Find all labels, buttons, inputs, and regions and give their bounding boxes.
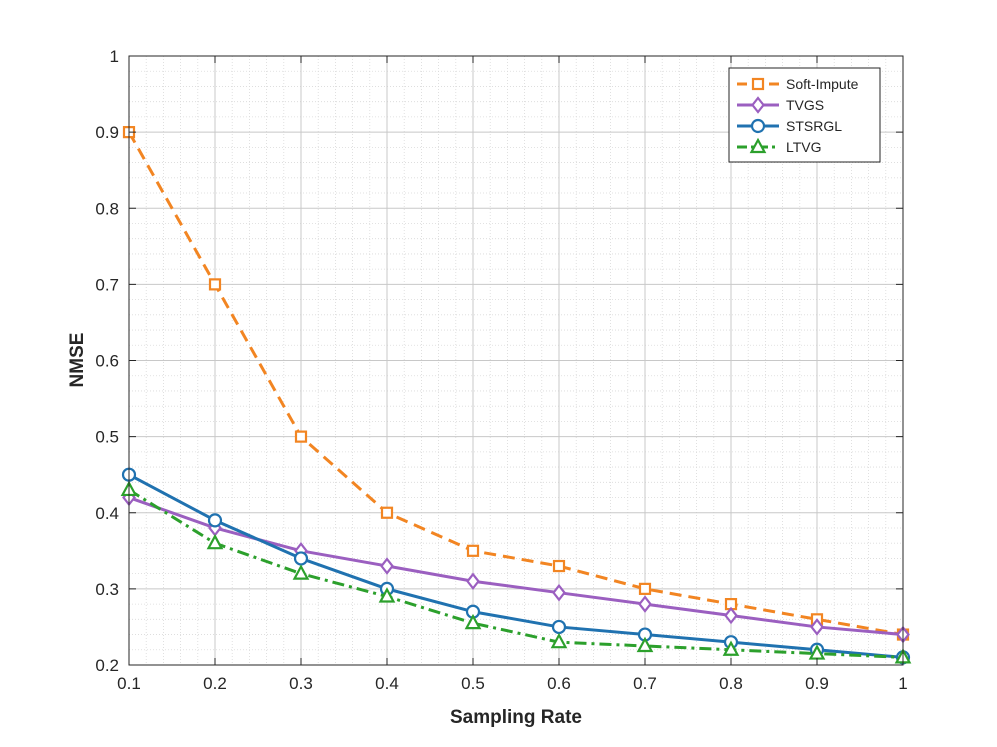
data-point-ltvg <box>464 613 482 630</box>
data-point-stsrgl <box>207 513 223 528</box>
data-point-stsrgl <box>551 619 567 635</box>
series-ltvg <box>120 480 912 664</box>
x-tick-label: 0.5 <box>461 674 485 693</box>
data-point-ltvg <box>636 636 654 653</box>
y-tick-label: 0.9 <box>95 123 119 142</box>
legend-item-soft-impute: Soft-Impute <box>737 76 859 92</box>
data-point-soft-impute <box>466 544 480 557</box>
data-point-soft-impute <box>552 559 566 573</box>
legend-label-stsrgl: STSRGL <box>786 118 842 134</box>
legend-marker-soft-impute <box>751 77 765 91</box>
legend-label-tvgs: TVGS <box>786 97 824 113</box>
legend: Soft-Impute TVGS STSRGL LTVG <box>728 67 881 163</box>
x-tick-labels: 0.1 0.2 0.3 0.4 0.5 0.6 0.7 0.8 0.9 1 <box>117 674 908 693</box>
y-tick-label: 0.2 <box>95 656 119 675</box>
series-layer <box>120 126 912 665</box>
x-tick-label: 0.1 <box>117 674 141 693</box>
y-tick-label: 0.7 <box>95 275 119 294</box>
y-tick-label: 0.4 <box>95 504 119 523</box>
y-tick-label: 0.6 <box>95 352 119 371</box>
data-point-tvgs <box>552 583 566 602</box>
x-tick-label: 0.2 <box>203 674 227 693</box>
x-tick-label: 0.6 <box>547 674 571 693</box>
x-tick-label: 1 <box>898 674 907 693</box>
legend-item-stsrgl: STSRGL <box>737 118 842 134</box>
x-tick-label: 0.9 <box>805 674 829 693</box>
legend-item-tvgs: TVGS <box>737 96 824 114</box>
data-point-ltvg <box>722 640 740 656</box>
x-axis-label: Sampling Rate <box>450 707 582 728</box>
data-point-tvgs <box>810 618 824 636</box>
legend-marker-tvgs <box>751 96 765 114</box>
legend-item-ltvg: LTVG <box>737 137 822 155</box>
data-point-soft-impute <box>380 506 394 519</box>
data-point-ltvg <box>550 632 568 649</box>
series-line-stsrgl <box>128 473 904 659</box>
x-tick-label: 0.8 <box>719 674 743 693</box>
y-tick-label: 0.5 <box>95 428 119 447</box>
data-point-ltvg <box>206 533 224 550</box>
legend-marker-ltvg <box>749 137 767 154</box>
legend-label-soft-impute: Soft-Impute <box>786 76 859 92</box>
y-tick-label: 1 <box>110 47 119 66</box>
data-point-stsrgl <box>293 551 309 566</box>
x-tick-label: 0.7 <box>633 674 657 693</box>
legend-label-ltvg: LTVG <box>786 139 822 155</box>
y-axis-label: NMSE <box>67 333 88 388</box>
y-tick-label: 0.3 <box>95 580 119 599</box>
data-point-tvgs <box>380 557 394 575</box>
data-point-ltvg <box>292 564 310 580</box>
data-point-tvgs <box>466 572 480 591</box>
series-line-soft-impute <box>127 131 904 637</box>
data-point-ltvg <box>378 587 396 603</box>
data-point-tvgs <box>638 595 652 613</box>
legend-marker-stsrgl <box>750 118 766 134</box>
data-point-soft-impute <box>208 278 222 291</box>
x-tick-label: 0.3 <box>289 674 313 693</box>
data-point-soft-impute <box>294 430 308 443</box>
y-tick-labels: 0.2 0.3 0.4 0.5 0.6 0.7 0.8 0.9 1 <box>95 47 119 675</box>
x-tick-label: 0.4 <box>375 674 399 693</box>
data-point-soft-impute <box>638 582 652 595</box>
axis-ticks <box>128 55 904 666</box>
y-tick-label: 0.8 <box>95 199 119 218</box>
data-point-tvgs <box>724 606 738 625</box>
